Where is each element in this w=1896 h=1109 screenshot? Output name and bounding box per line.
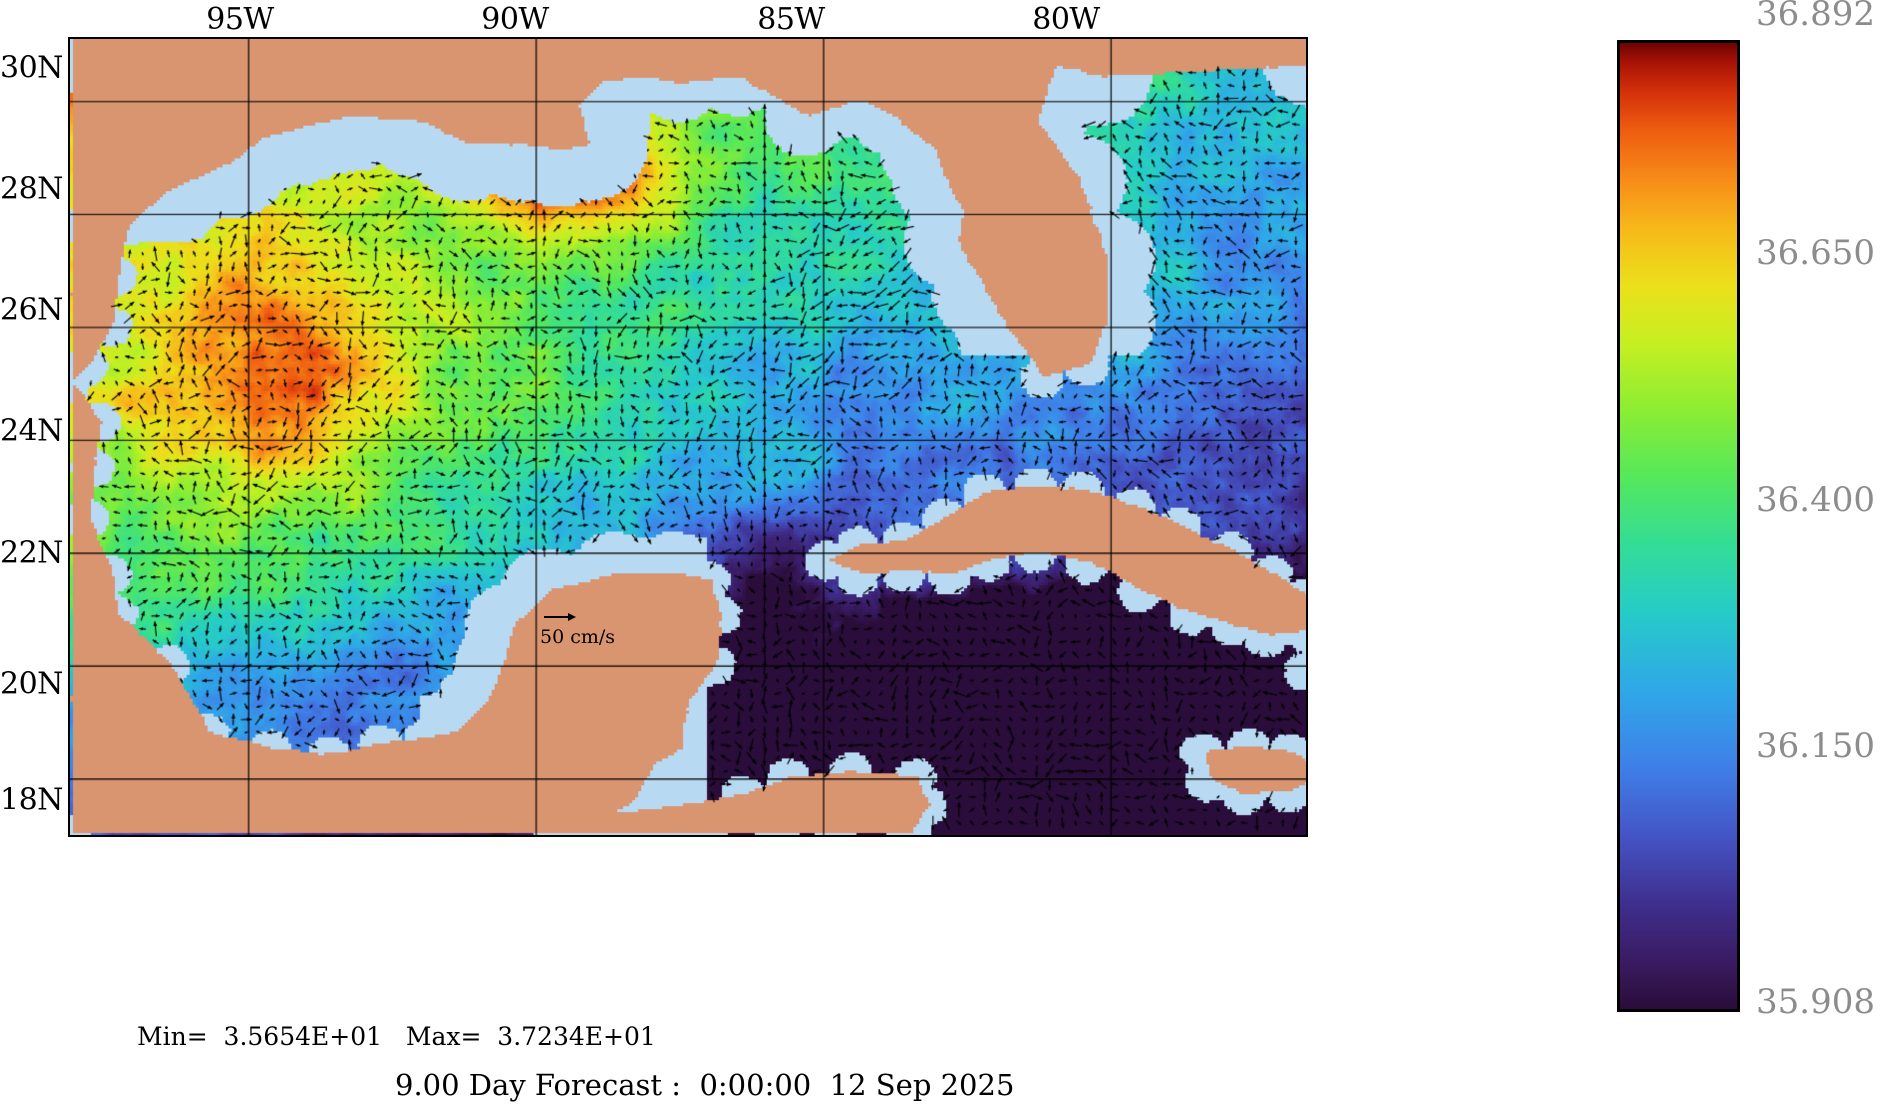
lon-tick-90w: 90W — [481, 2, 549, 37]
salinity-current-map — [70, 39, 1306, 835]
salinity-colorbar[interactable] — [1617, 40, 1740, 1012]
forecast-caption: 9.00 Day Forecast : 0:00:00 12 Sep 2025 — [395, 1068, 1015, 1102]
vector-scale-key: 50 cm/s — [540, 612, 640, 648]
lat-tick-28n: 28N — [0, 171, 63, 207]
minmax-caption: Min= 3.5654E+01 Max= 3.7234E+01 — [137, 1022, 656, 1051]
lat-tick-22n: 22N — [0, 535, 63, 571]
colorbar-tick-2: 36.650 — [1756, 233, 1875, 273]
map-plot-area[interactable] — [68, 37, 1308, 837]
vector-arrow-icon — [544, 612, 576, 622]
lat-tick-26n: 26N — [0, 292, 63, 328]
colorbar-tick-4: 36.150 — [1756, 726, 1875, 766]
lat-tick-30n: 30N — [0, 50, 63, 86]
colorbar-tick-3: 36.400 — [1756, 480, 1875, 520]
lon-tick-95w: 95W — [206, 2, 274, 37]
lon-tick-80w: 80W — [1032, 2, 1100, 37]
lat-tick-20n: 20N — [0, 666, 63, 702]
colorbar-tick-min: 35.908 — [1756, 982, 1875, 1022]
lon-tick-85w: 85W — [757, 2, 825, 37]
colorbar-tick-max: 36.892 — [1756, 0, 1875, 34]
lat-tick-18n: 18N — [0, 782, 63, 818]
vector-key-label: 50 cm/s — [540, 626, 616, 648]
lat-tick-24n: 24N — [0, 413, 63, 449]
